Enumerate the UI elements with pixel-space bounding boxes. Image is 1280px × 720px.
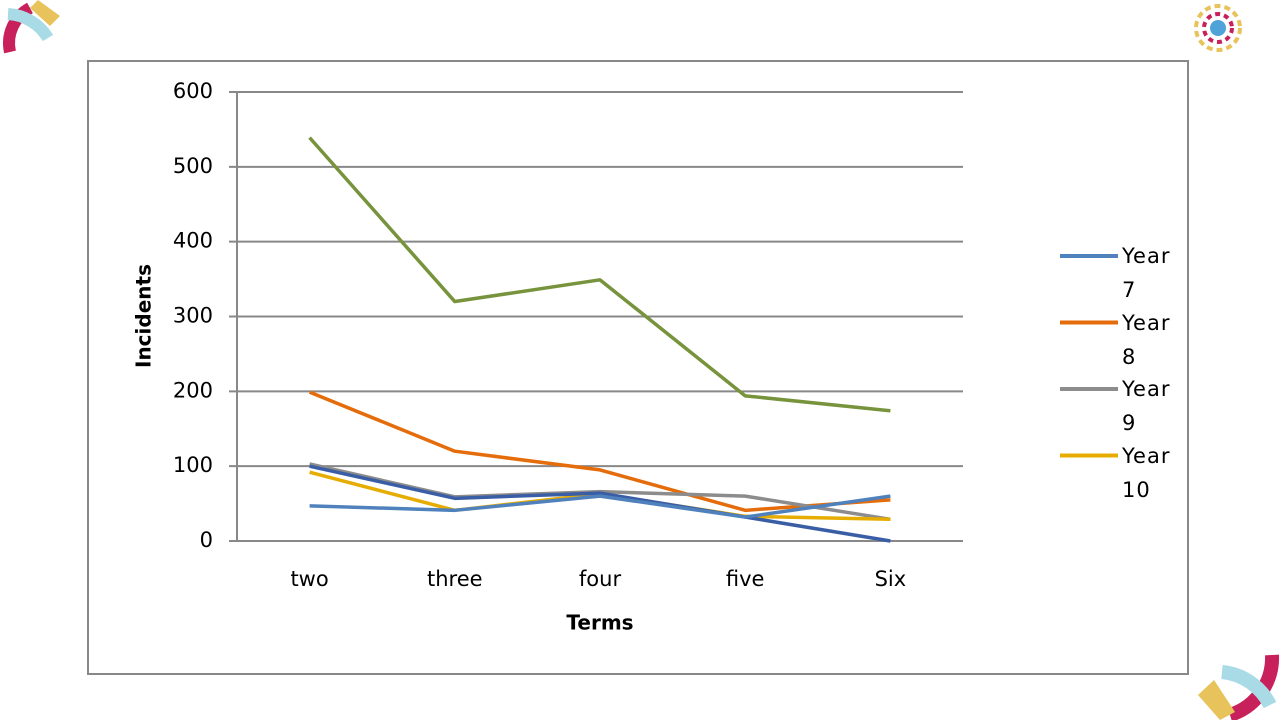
x-tick-label: four bbox=[579, 567, 622, 591]
y-tick-label: 500 bbox=[173, 154, 213, 178]
y-axis-title: Incidents bbox=[132, 264, 156, 368]
y-tick-label: 400 bbox=[173, 229, 213, 253]
y-tick-label: 600 bbox=[173, 79, 213, 103]
x-tick-label: Six bbox=[875, 567, 907, 591]
y-tick-label: 300 bbox=[173, 304, 213, 328]
y-tick-label: 200 bbox=[173, 378, 213, 402]
legend-label: Year 8 bbox=[1122, 310, 1171, 369]
legend-label: Year 10 bbox=[1122, 443, 1171, 502]
y-tick-label: 100 bbox=[173, 453, 213, 477]
series-line bbox=[308, 390, 891, 513]
x-tick-label: two bbox=[290, 567, 328, 591]
y-tick-label: 0 bbox=[200, 528, 213, 552]
series-line bbox=[309, 464, 891, 543]
x-tick-label: three bbox=[427, 567, 483, 591]
series-line bbox=[308, 136, 891, 413]
decoration bbox=[3, 0, 1280, 720]
chart-frame bbox=[87, 60, 1189, 675]
x-tick-label: five bbox=[726, 567, 765, 591]
series-line bbox=[309, 494, 891, 519]
legend-label: Year 9 bbox=[1122, 377, 1171, 435]
x-axis-title: Terms bbox=[566, 611, 633, 635]
legend-label: Year 7 bbox=[1122, 244, 1171, 302]
